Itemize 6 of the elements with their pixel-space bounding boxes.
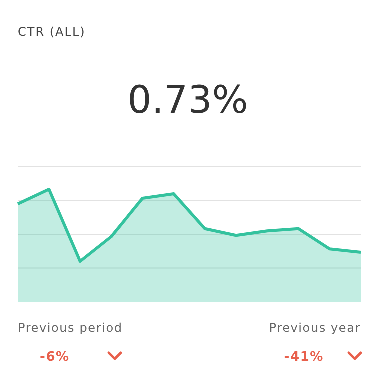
chart-subtitle: 0.73% bbox=[128, 78, 248, 122]
text: -41% bbox=[284, 350, 324, 365]
text: Previous period bbox=[18, 321, 123, 335]
text: Previous year bbox=[269, 321, 361, 335]
text: -6% bbox=[40, 350, 70, 365]
chart-title: CTR (ALL) bbox=[18, 25, 86, 39]
